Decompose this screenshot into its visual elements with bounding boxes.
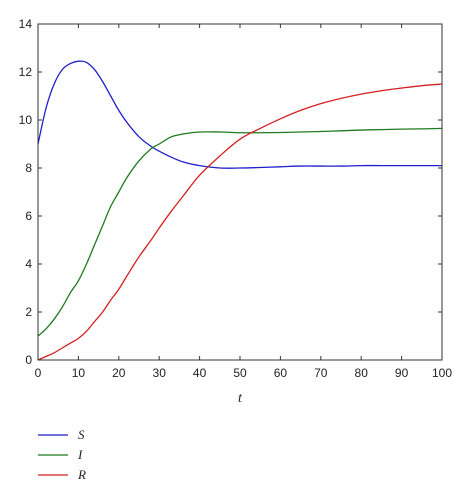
x-tick-label: 100 bbox=[432, 366, 452, 380]
legend: SIR bbox=[38, 427, 86, 482]
x-tick-label: 20 bbox=[112, 366, 126, 380]
x-tick-label: 60 bbox=[274, 366, 288, 380]
x-tick-label: 80 bbox=[355, 366, 369, 380]
x-tick-label: 0 bbox=[35, 366, 42, 380]
y-tick-label: 2 bbox=[25, 305, 32, 319]
x-tick-label: 50 bbox=[233, 366, 247, 380]
x-axis-title: t bbox=[238, 391, 243, 406]
x-tick-label: 40 bbox=[193, 366, 207, 380]
axes: 0 10 20 30 40 50 60 70 80 90 100 0 2 4 6 8 10 12 14 bbox=[19, 17, 453, 380]
series-line-R bbox=[37, 83, 443, 361]
legend-label-R: R bbox=[77, 467, 86, 482]
x-tick-label: 30 bbox=[153, 366, 167, 380]
y-tick-label: 8 bbox=[25, 161, 32, 175]
y-tick-label: 10 bbox=[19, 113, 33, 127]
legend-label-S: S bbox=[78, 427, 85, 442]
y-tick-label: 12 bbox=[19, 65, 33, 79]
series-line-S bbox=[37, 60, 442, 169]
x-tick-label: 10 bbox=[72, 366, 86, 380]
x-tick-label: 70 bbox=[314, 366, 328, 380]
y-tick-label: 6 bbox=[25, 209, 32, 223]
plot-area bbox=[37, 60, 443, 361]
x-tick-label: 90 bbox=[395, 366, 409, 380]
series-line-I bbox=[37, 127, 443, 337]
y-tick-label: 0 bbox=[25, 353, 32, 367]
y-tick-label: 4 bbox=[25, 257, 32, 271]
y-tick-label: 14 bbox=[19, 17, 33, 31]
legend-label-I: I bbox=[77, 447, 83, 462]
